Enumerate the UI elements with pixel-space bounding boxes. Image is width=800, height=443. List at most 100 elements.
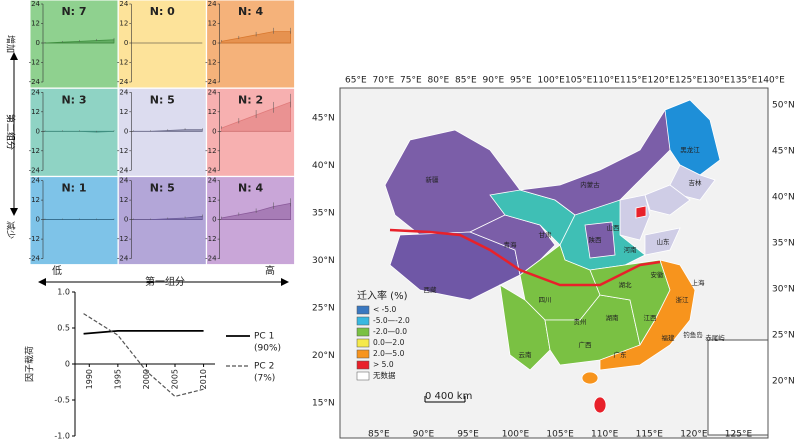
region — [599, 259, 696, 371]
legend-swatch — [356, 316, 370, 326]
y-tick-label: 0 — [212, 216, 216, 224]
lat-label: 45°N — [312, 114, 335, 124]
panel-label: N: 2 — [238, 93, 263, 106]
y-tick-label: 24 — [208, 177, 217, 185]
y-tick-label: -24 — [117, 255, 129, 263]
panel-label: N: 3 — [61, 93, 86, 106]
lon-label: 95°E — [457, 430, 479, 440]
legend-label: 2.0—5.0 — [373, 349, 405, 358]
lat-label: 20°N — [772, 377, 795, 387]
y-low: 减少 — [5, 221, 17, 239]
y-tick-label: 0 — [212, 127, 216, 135]
y-tick-label: 24 — [208, 0, 217, 8]
region — [581, 371, 599, 385]
lon-label: 105°E — [546, 430, 574, 440]
y-high: 增加 — [5, 35, 17, 53]
lon-label: 115°E — [620, 76, 648, 86]
lon-label: 90°E — [483, 76, 505, 86]
y-label: 第二组分 — [5, 114, 17, 150]
legend-swatch — [356, 360, 370, 370]
y-tick-label: 24 — [119, 88, 128, 96]
legend-label: 0.0—2.0 — [373, 338, 405, 347]
panel-label: N: 0 — [150, 5, 175, 18]
region — [635, 205, 647, 219]
province-label: 福建 — [662, 333, 676, 342]
lon-label: 130°E — [703, 76, 731, 86]
panel-label: N: 1 — [61, 182, 86, 195]
province-label: 江西 — [644, 314, 658, 322]
y-tick-label: 0 — [65, 360, 70, 369]
y-tick-label: 0 — [124, 216, 128, 224]
lon-label: 110°E — [591, 430, 619, 440]
y-tick-label: -12 — [205, 235, 216, 243]
panel-label: N: 5 — [150, 93, 175, 106]
arrow-head — [10, 52, 18, 60]
y-tick-label: 24 — [31, 88, 40, 96]
province-label: 湖南 — [606, 313, 620, 322]
line — [83, 313, 204, 398]
y-tick-label: 12 — [31, 196, 40, 204]
y-tick-label: 1.0 — [57, 288, 70, 297]
x-low: 低 — [52, 264, 62, 277]
province-label: 赤尾屿 — [705, 333, 725, 342]
legend-label: > 5.0 — [373, 360, 394, 369]
province-label: 内蒙古 — [580, 180, 600, 189]
lon-label: 95°E — [510, 76, 532, 86]
lon-label: 135°E — [730, 76, 758, 86]
province-label: 广西 — [579, 340, 593, 349]
y-tick-label: -12 — [117, 59, 128, 67]
y-tick-label: -12 — [117, 147, 128, 155]
y-tick-label: 0 — [124, 39, 128, 47]
province-label: 贵州 — [574, 317, 587, 326]
x-tick-label: 1990 — [85, 369, 94, 389]
y-tick-label: -12 — [205, 59, 216, 67]
panel-bg — [117, 87, 207, 177]
legend-label: 无数据 — [373, 370, 396, 380]
lat-label: 40°N — [312, 161, 335, 171]
legend-swatch — [356, 338, 370, 348]
legend-swatch — [356, 371, 370, 381]
panel-bg — [117, 0, 207, 89]
legend-label: < -5.0 — [373, 305, 397, 314]
panel-label: N: 4 — [238, 182, 263, 195]
legend-title: 迁入率 (%) — [357, 289, 408, 302]
y-tick-label: 12 — [119, 20, 128, 28]
legend-swatch — [356, 327, 370, 337]
y-tick-label: 0 — [124, 127, 128, 135]
legend-swatch — [356, 305, 370, 315]
legend-label: -2.0—0.0 — [373, 327, 407, 336]
region — [584, 221, 616, 259]
lat-label: 35°N — [772, 239, 795, 249]
lat-label: 25°N — [312, 304, 335, 314]
lon-label: 120°E — [648, 76, 676, 86]
y-tick-label: -24 — [205, 166, 217, 174]
scale-label: 0 400 km — [425, 391, 472, 402]
province-label: 吉林 — [689, 178, 703, 187]
y-tick-label: 12 — [31, 108, 40, 116]
panel-label: N: 5 — [150, 182, 175, 195]
region — [644, 227, 681, 256]
lat-label: 25°N — [772, 331, 795, 341]
province-label: 山西 — [607, 223, 621, 232]
legend-share: (7%) — [254, 374, 275, 384]
region — [499, 284, 551, 371]
x-high: 高 — [265, 264, 275, 277]
legend-label: PC 2 — [254, 362, 274, 372]
lon-label: 85°E — [455, 76, 477, 86]
arrow-head — [281, 278, 289, 286]
y-tick-label: 12 — [119, 196, 128, 204]
lon-label: 75°E — [400, 76, 422, 86]
lon-label: 65°E — [345, 76, 367, 86]
y-tick-label: 0 — [36, 39, 40, 47]
y-tick-label: -12 — [29, 147, 40, 155]
panel-bg — [29, 0, 119, 89]
y-tick-label: 24 — [119, 0, 128, 8]
province-label: 山东 — [657, 237, 671, 246]
y-tick-label: -24 — [117, 78, 129, 86]
y-tick-label: 12 — [208, 196, 217, 204]
lon-label: 140°E — [758, 76, 786, 86]
lat-label: 30°N — [312, 256, 335, 266]
x-tick-label: 2000 — [142, 369, 151, 389]
area — [221, 31, 292, 44]
